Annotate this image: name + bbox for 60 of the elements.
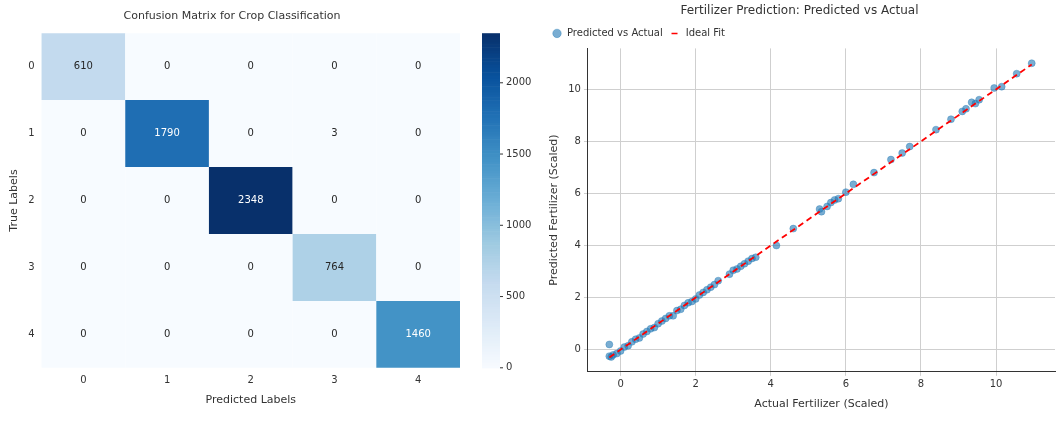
y-tick-label: 3	[28, 261, 35, 273]
x-tick-label: 4	[414, 374, 422, 386]
y-tick-label: 6	[574, 187, 581, 199]
data-label: 0	[414, 127, 422, 139]
data-label: 1460	[405, 327, 431, 339]
x-axis-title: Predicted Labels	[205, 393, 297, 407]
y-tick-label: 8	[574, 134, 581, 146]
y-tick-label: 1	[28, 127, 35, 139]
y-tick-label: 2	[28, 194, 35, 206]
color-bar-label: 1000	[506, 218, 532, 230]
x-tick-label: 6	[842, 378, 850, 390]
y-axis-title: Predicted Fertilizer (Scaled)	[547, 134, 561, 286]
x-tick-label: 8	[917, 378, 925, 390]
y-tick-label: 4	[574, 239, 581, 251]
x-axis-title: Actual Fertilizer (Scaled)	[754, 397, 889, 411]
chart-title: Confusion Matrix for Crop Classification	[123, 9, 341, 23]
chart-title: Fertilizer Prediction: Predicted vs Actual	[680, 3, 919, 18]
data-label: 0	[331, 327, 338, 339]
data-label: 0	[163, 194, 171, 206]
data-label: 0	[331, 60, 338, 72]
data-label: 2348	[238, 194, 264, 206]
data-label: 3	[331, 127, 338, 139]
x-tick-label: 3	[331, 374, 338, 386]
legend-label: Predicted vs Actual	[567, 26, 663, 38]
x-tick-label: 2	[692, 378, 699, 390]
y-tick-label: 0	[574, 343, 581, 355]
data-label: 0	[163, 327, 171, 339]
y-tick-label: 10	[568, 82, 581, 94]
data-label: 0	[331, 194, 338, 206]
x-tick-label: 0	[617, 378, 624, 390]
data-label: 1790	[154, 127, 180, 139]
data-label: 0	[163, 60, 171, 72]
data-label: 0	[80, 327, 87, 339]
color-bar-label: 2000	[506, 76, 532, 88]
data-label: 0	[247, 60, 254, 72]
data-label: 610	[73, 60, 93, 72]
data-label: 0	[247, 327, 254, 339]
data-label: 0	[80, 261, 87, 273]
data-label: 0	[247, 261, 254, 273]
color-bar-label: 1500	[506, 147, 532, 159]
x-tick-label: 2	[247, 374, 254, 386]
data-label: 0	[80, 194, 87, 206]
data-label: 0	[414, 60, 422, 72]
data-label: 0	[414, 261, 422, 273]
color-bar-label: 500	[506, 290, 526, 302]
data-label: 0	[163, 261, 171, 273]
x-tick-label: 0	[80, 374, 87, 386]
data-label: 0	[247, 127, 254, 139]
color-bar-label: 0	[506, 361, 513, 373]
y-axis-title: True Labels	[7, 169, 21, 233]
x-tick-label: 4	[767, 378, 774, 390]
y-tick-label: 4	[28, 327, 35, 339]
legend-label: Ideal Fit	[685, 26, 726, 38]
y-tick-label: 2	[574, 291, 581, 303]
data-label: 0	[80, 127, 87, 139]
y-tick-label: 0	[28, 60, 35, 72]
x-tick-label: 10	[989, 378, 1003, 390]
x-tick-label: 1	[163, 374, 171, 386]
data-label: 764	[324, 261, 345, 273]
data-label: 0	[414, 194, 422, 206]
